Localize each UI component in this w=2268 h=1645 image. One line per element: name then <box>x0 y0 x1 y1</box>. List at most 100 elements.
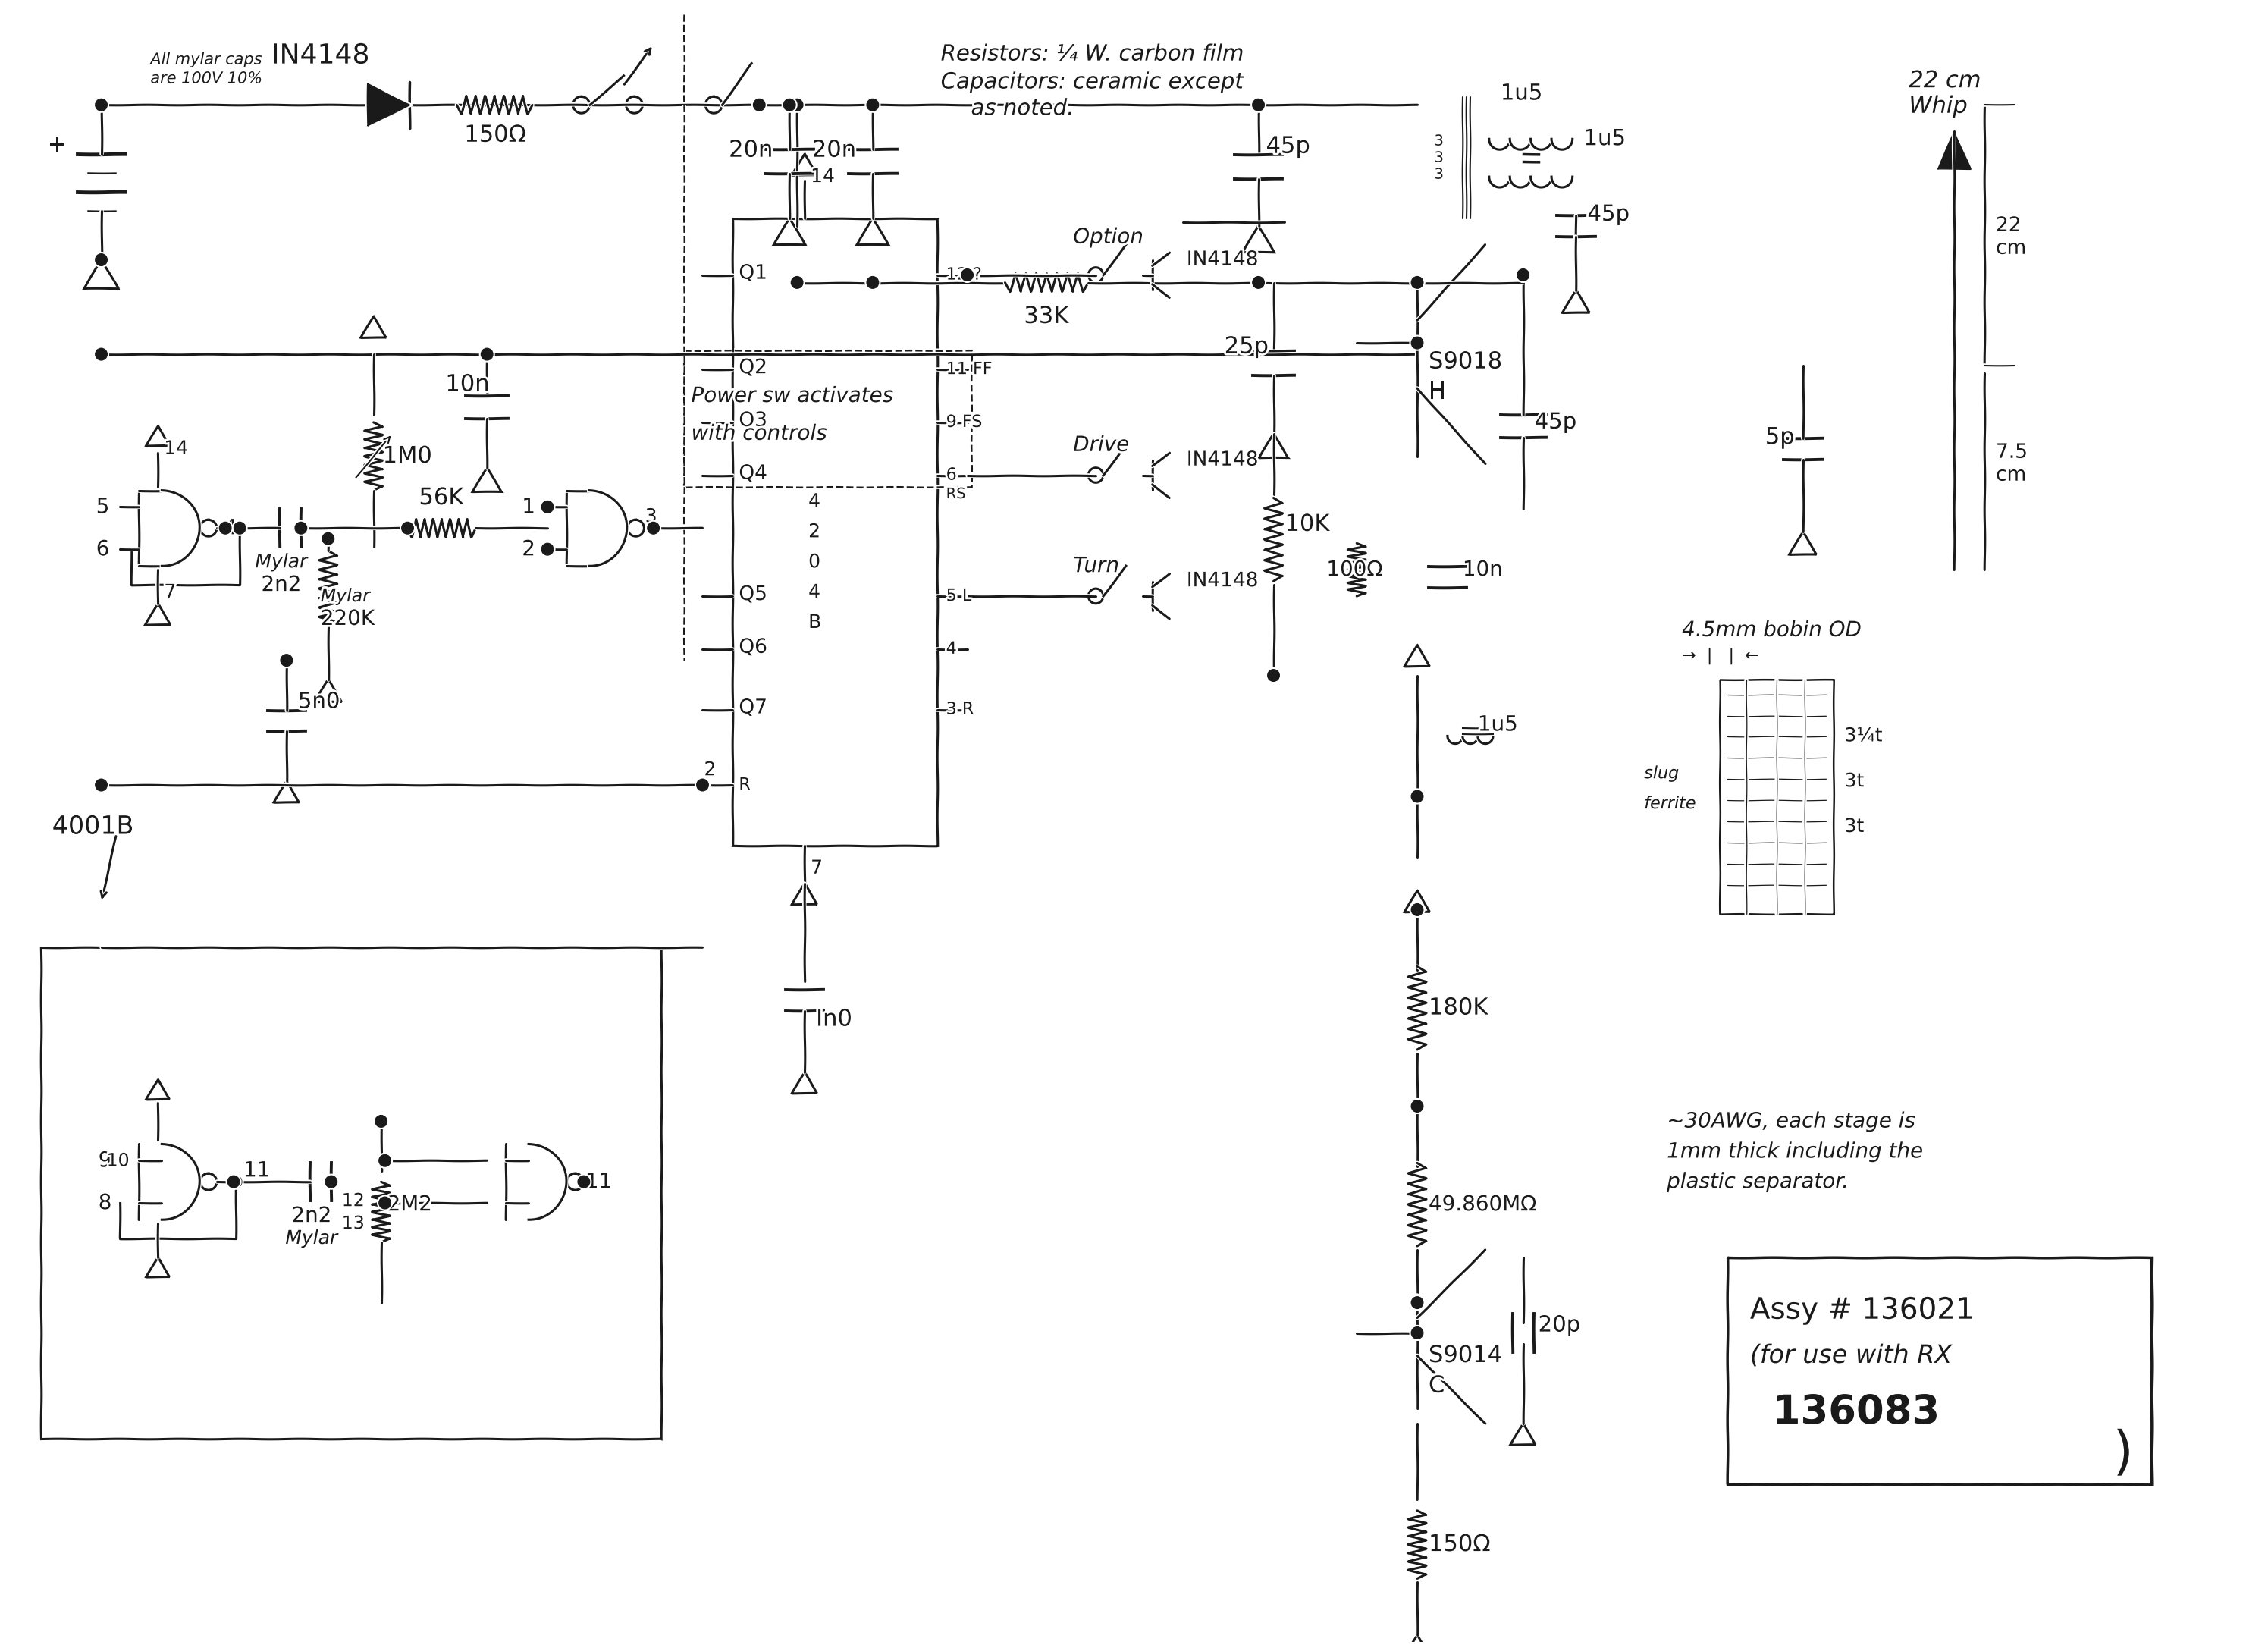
Circle shape <box>1411 1101 1424 1112</box>
Text: 45p: 45p <box>1266 135 1311 158</box>
Circle shape <box>322 533 333 544</box>
Text: IN4148: IN4148 <box>272 43 370 69</box>
Text: Drive: Drive <box>1073 434 1129 456</box>
Circle shape <box>542 543 553 556</box>
Text: 20p: 20p <box>1538 1314 1581 1336</box>
Circle shape <box>1411 1328 1424 1339</box>
Text: 1M0: 1M0 <box>383 446 431 467</box>
Text: 3t: 3t <box>1844 818 1864 836</box>
Text: 5: 5 <box>95 497 109 518</box>
Bar <box>683 350 971 487</box>
Text: 20n: 20n <box>812 140 855 161</box>
Text: 150Ω: 150Ω <box>1429 1533 1490 1556</box>
Text: IN4148: IN4148 <box>1186 571 1259 591</box>
Text: 10: 10 <box>107 1152 129 1170</box>
Text: 5 L: 5 L <box>946 589 971 604</box>
Text: 12: 12 <box>342 1191 365 1209</box>
Circle shape <box>1252 99 1266 110</box>
Text: 6: 6 <box>95 538 109 559</box>
Circle shape <box>374 1115 388 1127</box>
Circle shape <box>401 521 413 535</box>
Circle shape <box>792 276 803 288</box>
Text: 6: 6 <box>946 467 957 484</box>
Circle shape <box>281 655 293 666</box>
Text: 2: 2 <box>703 762 717 780</box>
Circle shape <box>542 502 553 513</box>
Circle shape <box>379 1198 390 1209</box>
Polygon shape <box>367 84 411 127</box>
Text: 10n: 10n <box>1463 559 1504 581</box>
Text: IN4148: IN4148 <box>1186 451 1259 470</box>
Text: Q1: Q1 <box>739 263 767 283</box>
Text: Q3: Q3 <box>739 411 767 431</box>
Text: 4: 4 <box>807 584 821 602</box>
Text: C: C <box>1429 1375 1445 1397</box>
Text: 1u5: 1u5 <box>1501 82 1542 104</box>
Circle shape <box>1252 276 1266 288</box>
Text: 1: 1 <box>522 497 535 518</box>
Text: 4: 4 <box>225 518 238 540</box>
Text: 11 FF: 11 FF <box>946 362 991 377</box>
Text: 3
3
3: 3 3 3 <box>1433 133 1445 181</box>
Text: 22 cm
Whip: 22 cm Whip <box>1910 69 1980 117</box>
Text: ferrite: ferrite <box>1644 796 1696 811</box>
Text: 2: 2 <box>522 538 535 559</box>
Bar <box>1719 679 1833 913</box>
Text: Resistors: ¼ W. carbon film: Resistors: ¼ W. carbon film <box>941 44 1243 64</box>
Text: 1u5: 1u5 <box>1479 714 1517 735</box>
Text: Turn: Turn <box>1073 556 1120 576</box>
Text: 2: 2 <box>807 523 821 541</box>
Polygon shape <box>1937 132 1971 169</box>
Text: 7: 7 <box>810 859 823 877</box>
Circle shape <box>866 276 878 288</box>
Circle shape <box>95 99 107 110</box>
Text: 7: 7 <box>163 584 177 602</box>
Text: 1mm thick including the: 1mm thick including the <box>1667 1142 1923 1163</box>
Text: 13: 13 <box>342 1214 365 1232</box>
Text: 4: 4 <box>807 492 821 512</box>
Text: RS: RS <box>946 487 966 502</box>
Text: 11: 11 <box>243 1160 270 1181</box>
Text: Option: Option <box>1073 227 1143 248</box>
Text: ): ) <box>2114 1428 2134 1479</box>
Text: 180K: 180K <box>1429 997 1488 1018</box>
Text: 100Ω: 100Ω <box>1327 559 1383 581</box>
Circle shape <box>95 780 107 791</box>
Text: 2n2: 2n2 <box>261 574 302 595</box>
Text: Q7: Q7 <box>739 697 767 717</box>
Text: 14: 14 <box>810 168 835 186</box>
Circle shape <box>234 521 245 535</box>
Text: 14: 14 <box>163 439 188 457</box>
Circle shape <box>1411 1296 1424 1309</box>
Text: ~30AWG, each stage is: ~30AWG, each stage is <box>1667 1110 1916 1132</box>
Text: 9 FS: 9 FS <box>946 415 982 429</box>
Text: Q2: Q2 <box>739 359 767 378</box>
Text: as noted.: as noted. <box>971 99 1073 120</box>
Text: Mylar: Mylar <box>286 1229 338 1247</box>
Text: 4001B: 4001B <box>52 814 134 839</box>
Circle shape <box>227 1176 240 1188</box>
Text: 3t: 3t <box>1844 772 1864 790</box>
Text: →  |   |  ←: → | | ← <box>1683 648 1760 665</box>
Text: 3¼t: 3¼t <box>1844 727 1882 745</box>
Text: 220K: 220K <box>320 609 374 630</box>
Circle shape <box>962 268 973 281</box>
Text: S9014: S9014 <box>1429 1344 1501 1367</box>
Text: H: H <box>1429 382 1447 403</box>
Text: plastic separator.: plastic separator. <box>1667 1171 1848 1193</box>
Circle shape <box>229 1176 243 1188</box>
Text: 11: 11 <box>585 1171 612 1193</box>
Text: R: R <box>739 778 751 793</box>
Text: S9018: S9018 <box>1429 350 1501 373</box>
Circle shape <box>295 521 306 535</box>
Circle shape <box>220 521 231 535</box>
Circle shape <box>753 99 764 110</box>
Circle shape <box>95 253 107 266</box>
Bar <box>1728 1257 2150 1484</box>
Circle shape <box>1411 276 1424 288</box>
Circle shape <box>696 780 708 791</box>
Text: (for use with RX: (for use with RX <box>1751 1342 1953 1369</box>
Text: Q5: Q5 <box>739 586 767 604</box>
Text: 2M2: 2M2 <box>388 1194 433 1216</box>
Text: 10n: 10n <box>445 373 490 395</box>
